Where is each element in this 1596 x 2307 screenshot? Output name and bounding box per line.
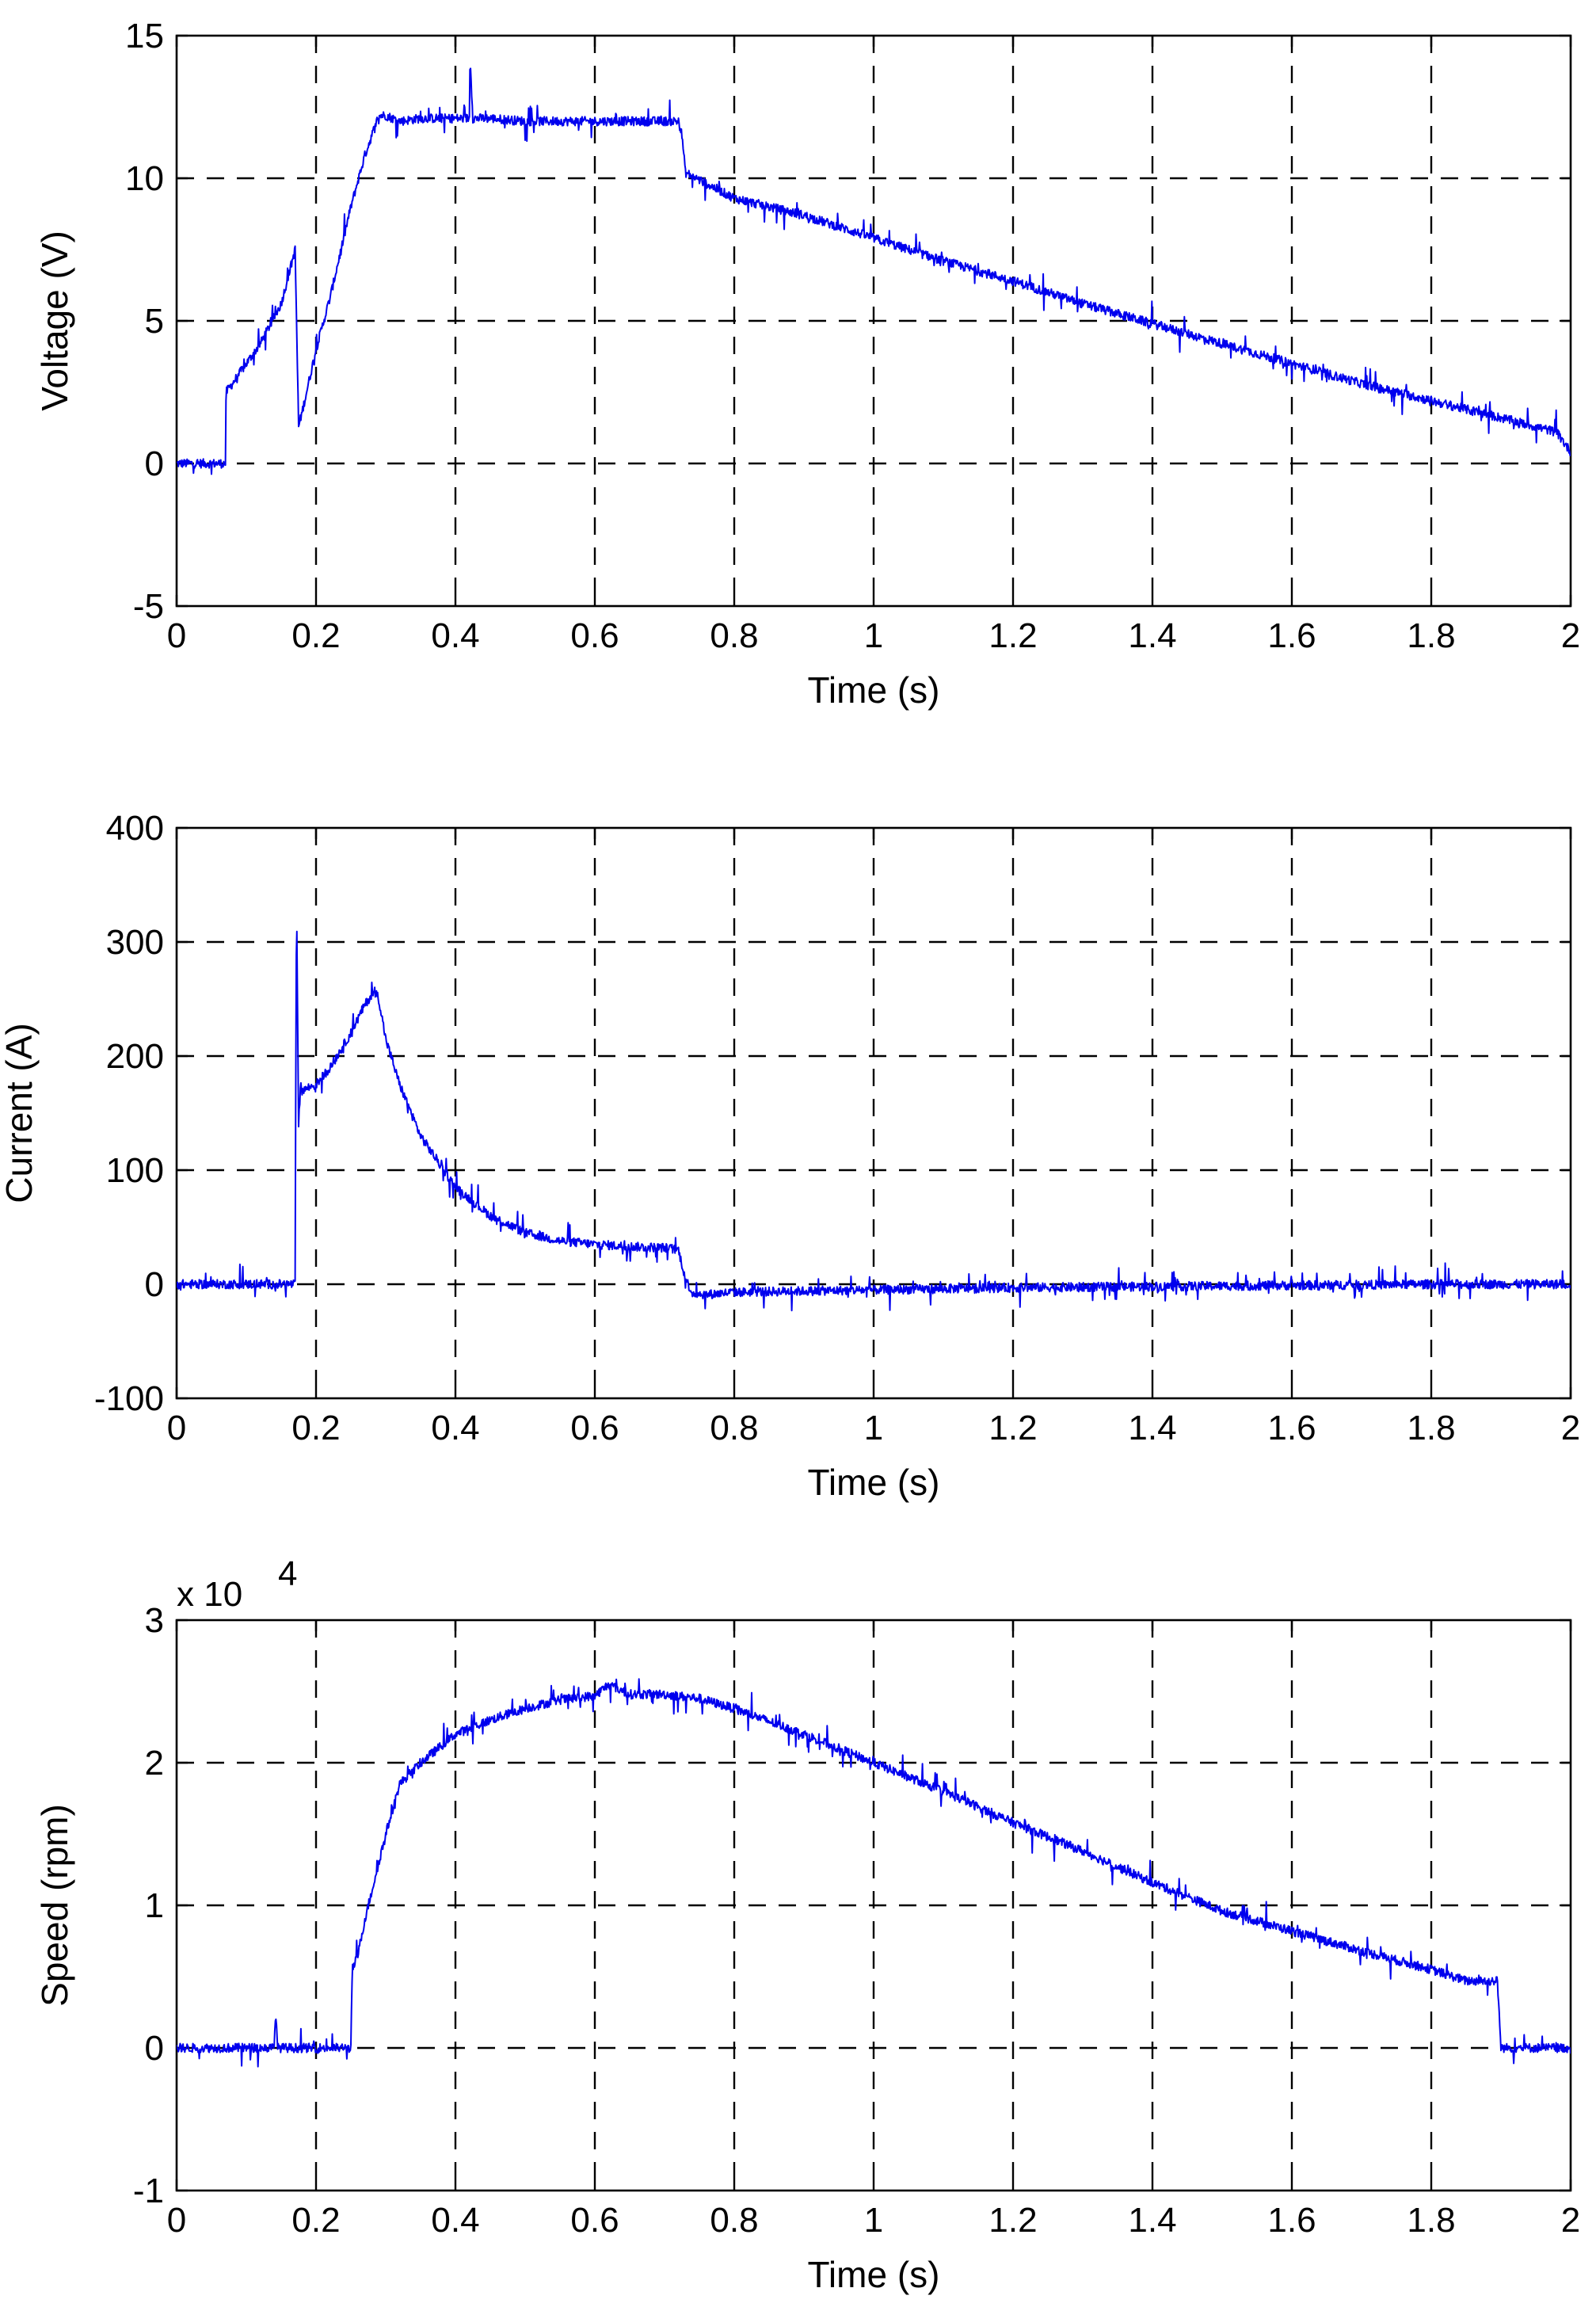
voltage-panel: 0 0.2 0.4 0.6 0.8 1 1.2 1.4 1.6 1.8 2-5051015Time … [34,17,1580,711]
voltage-y-tick-label: 10 [125,159,164,198]
voltage-x-tick-label: 0.2 [291,616,340,655]
current-y-tick-label: -100 [94,1379,164,1418]
voltage-x-tick-label: 0.6 [570,616,619,655]
speed-x-tick-label: 0.6 [570,2201,619,2240]
voltage-x-axis-label: Time (s) [808,669,940,711]
current-x-tick-label: 1.6 [1267,1409,1316,1447]
speed-y-tick-label: 2 [145,1744,164,1783]
current-x-tick-label: 1 [864,1409,883,1447]
speed-x-tick-label: 1 [864,2201,883,2240]
current-x-tick-label: 2 [1561,1409,1580,1447]
speed-x-tick-label: 0 [167,2201,186,2240]
voltage-x-tick-label: 1 [864,616,883,655]
speed-y-axis-label: Speed (rpm) [34,1804,75,2007]
current-y-axis-label: Current (A) [0,1023,40,1203]
voltage-y-tick-label: 0 [145,444,164,483]
voltage-y-axis-label: Voltage (V) [34,231,75,411]
voltage-x-tick-label: 0.4 [431,616,479,655]
voltage-x-tick-label: 0.8 [710,616,758,655]
current-y-tick-label: 0 [145,1265,164,1304]
voltage-y-tick-label: 5 [145,302,164,341]
speed-exponent-label: x 10 [177,1575,242,1614]
voltage-y-tick-label: -5 [133,587,164,626]
speed-x-tick-label: 1.6 [1267,2201,1316,2240]
speed-x-tick-label: 1.8 [1407,2201,1455,2240]
current-signal-line [177,930,1571,1312]
speed-x-axis-label: Time (s) [808,2254,940,2295]
voltage-x-tick-label: 2 [1561,616,1580,655]
voltage-x-tick-label: 1.2 [988,616,1037,655]
voltage-x-tick-label: 1.8 [1407,616,1455,655]
speed-exponent-superscript: 4 [278,1554,297,1593]
current-y-tick-label: 200 [106,1037,164,1076]
voltage-x-tick-label: 0 [167,616,186,655]
current-x-tick-label: 0.2 [291,1409,340,1447]
speed-signal-line [177,1678,1571,2068]
current-x-axis-label: Time (s) [808,1462,940,1503]
speed-y-tick-label: -1 [133,2172,164,2210]
speed-x-tick-label: 1.2 [988,2201,1037,2240]
speed-x-tick-label: 2 [1561,2201,1580,2240]
current-x-tick-label: 0.4 [431,1409,479,1447]
speed-y-tick-label: 1 [145,1886,164,1925]
speed-x-tick-label: 1.4 [1128,2201,1176,2240]
current-y-tick-label: 100 [106,1151,164,1190]
voltage-y-tick-label: 15 [125,17,164,55]
current-panel: 0 0.2 0.4 0.6 0.8 1 1.2 1.4 1.6 1.8 2-100010020030… [0,809,1580,1503]
speed-y-tick-label: 3 [145,1601,164,1640]
current-x-tick-label: 1.2 [988,1409,1037,1447]
speed-x-tick-label: 0.2 [291,2201,340,2240]
voltage-signal-line [177,67,1571,475]
current-x-tick-label: 1.4 [1128,1409,1176,1447]
speed-x-tick-label: 0.4 [431,2201,479,2240]
current-x-tick-label: 0.8 [710,1409,758,1447]
voltage-x-tick-label: 1.4 [1128,616,1176,655]
current-y-tick-label: 300 [106,923,164,962]
voltage-x-tick-label: 1.6 [1267,616,1316,655]
speed-y-tick-label: 0 [145,2029,164,2068]
current-y-tick-label: 400 [106,809,164,848]
current-x-tick-label: 0 [167,1409,186,1447]
current-x-tick-label: 1.8 [1407,1409,1455,1447]
current-x-tick-label: 0.6 [570,1409,619,1447]
speed-x-tick-label: 0.8 [710,2201,758,2240]
